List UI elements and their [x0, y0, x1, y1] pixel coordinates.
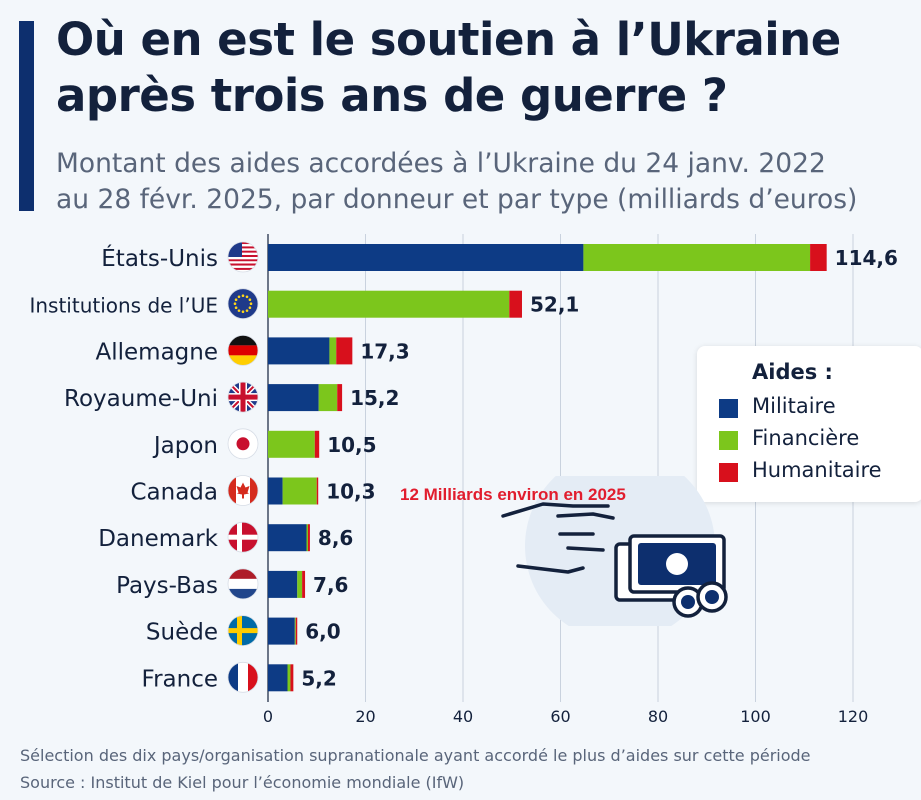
bar-segment-financière — [294, 617, 296, 645]
x-tick-label: 0 — [263, 707, 273, 726]
category-label: Danemark — [98, 526, 218, 552]
bar-segment-humanitaire — [314, 430, 320, 458]
bar-segment-militaire — [268, 524, 307, 552]
footer-note: Sélection des dix pays/organisation supr… — [20, 746, 811, 765]
bar-segment-militaire — [268, 244, 584, 271]
uk-flag-icon — [227, 381, 259, 413]
bar-total-label: 6,0 — [305, 620, 340, 644]
denmark-flag-icon — [227, 521, 259, 553]
money-hand-illustration — [501, 476, 728, 626]
hand-icon — [501, 502, 615, 574]
bar-segment-humanitaire — [336, 337, 353, 365]
bar-total-label: 52,1 — [530, 293, 579, 317]
x-tick-label: 80 — [648, 707, 668, 726]
title-line-2: après trois ans de guerre ? — [56, 69, 728, 122]
bar-segment-humanitaire — [810, 244, 827, 271]
bar-total-label: 7,6 — [313, 573, 348, 597]
banknotes-icon — [614, 534, 728, 618]
bar-segment-humanitaire — [290, 664, 294, 692]
bar-segment-humanitaire — [302, 570, 306, 598]
category-label: Institutions de l’UE — [29, 294, 218, 318]
bar-total-label: 10,3 — [326, 480, 375, 504]
bar-segment-militaire — [268, 570, 298, 598]
sweden-flag-icon — [227, 615, 259, 647]
bar-segment-militaire — [268, 477, 283, 505]
x-tick-label: 60 — [550, 707, 570, 726]
category-label: Royaume-Uni — [64, 386, 218, 412]
category-label: Pays-Bas — [116, 573, 218, 599]
bar-segment-militaire — [268, 617, 295, 645]
x-tick-label: 20 — [355, 707, 375, 726]
bar-total-label: 8,6 — [318, 526, 353, 550]
legend-swatch-financiere — [719, 431, 738, 450]
bar-segment-humanitaire — [316, 477, 319, 505]
subtitle-line-2: au 28 févr. 2025, par donneur et par typ… — [56, 184, 858, 215]
bar-total-label: 15,2 — [350, 386, 399, 410]
bar-segment-humanitaire — [295, 617, 298, 645]
bar-segment-financière — [306, 524, 308, 552]
bar-total-label: 10,5 — [327, 433, 376, 457]
eu-flag-icon — [227, 288, 259, 320]
legend: Aides : Militaire Financière Humanitaire — [697, 346, 921, 502]
germany-flag-icon — [227, 335, 259, 366]
legend-label-humanitaire: Humanitaire — [752, 458, 882, 482]
page-title: Où en est le soutien à l’Ukraine après t… — [56, 12, 916, 124]
footer-source: Source : Institut de Kiel pour l’économi… — [20, 773, 465, 792]
bar-segment-humanitaire — [509, 290, 522, 318]
legend-swatch-militaire — [719, 399, 738, 418]
japan-flag-icon — [227, 428, 259, 460]
footer: Sélection des dix pays/organisation supr… — [20, 742, 811, 796]
category-label: Canada — [130, 480, 218, 506]
category-label: France — [142, 666, 218, 692]
title-accent-bar — [19, 21, 34, 211]
x-tick-label: 40 — [453, 707, 473, 726]
x-tick-label: 120 — [838, 707, 869, 726]
bar-total-label: 114,6 — [835, 246, 898, 270]
bar-segment-financière — [329, 337, 337, 365]
annotation-2025: 12 Milliards environ en 2025 — [400, 485, 626, 504]
category-label: États-Unis — [101, 244, 218, 272]
bar-segment-financière — [297, 570, 303, 598]
stacked-bar-chart: 0 20 40 60 80 100 120 114,6 États-Unis 52,1 Instit… — [29, 234, 898, 726]
bar-segment-financière — [268, 430, 315, 458]
title-line-1: Où en est le soutien à l’Ukraine — [56, 13, 841, 66]
bar-segment-militaire — [268, 664, 288, 692]
bar-segment-humanitaire — [307, 524, 310, 552]
bar-segment-militaire — [268, 337, 330, 365]
bar-segment-financière — [282, 477, 317, 505]
category-label: Japon — [152, 433, 218, 459]
netherlands-flag-icon — [227, 568, 259, 600]
us-flag-icon — [227, 241, 259, 273]
legend-label-financiere: Financière — [752, 426, 860, 450]
category-label: Allemagne — [96, 339, 219, 365]
subtitle-line-1: Montant des aides accordées à l’Ukraine … — [56, 148, 826, 179]
legend-label-militaire: Militaire — [752, 394, 836, 418]
bar-segment-financière — [583, 244, 811, 271]
x-tick-label: 100 — [740, 707, 771, 726]
page-subtitle: Montant des aides accordées à l’Ukraine … — [56, 146, 916, 218]
france-flag-icon — [227, 661, 259, 693]
bar-segment-financière — [287, 664, 291, 692]
bar-total-label: 5,2 — [301, 666, 336, 690]
legend-title: Aides : — [752, 360, 833, 384]
bar-segment-financière — [318, 384, 338, 412]
bar-segment-humanitaire — [337, 384, 343, 412]
bar-total-label: 17,3 — [360, 339, 409, 363]
legend-swatch-humanitaire — [719, 463, 738, 482]
bar-segment-financière — [268, 290, 510, 318]
category-label: Suède — [146, 620, 218, 646]
bar-segment-militaire — [268, 384, 319, 412]
canada-flag-icon — [227, 475, 259, 506]
